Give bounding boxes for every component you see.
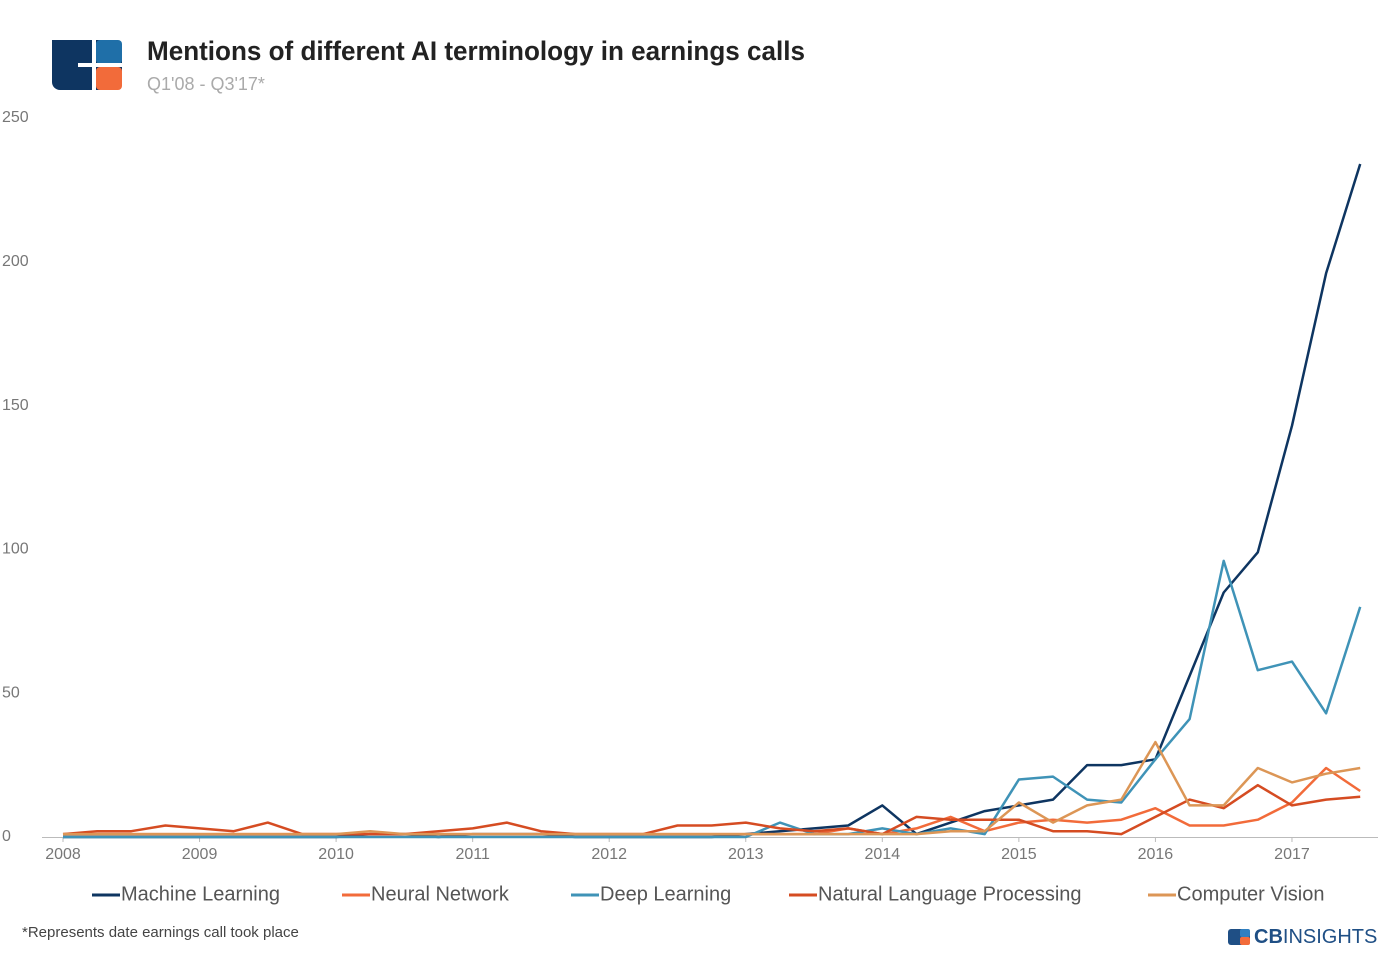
brand-bold: CB xyxy=(1254,926,1283,948)
logo xyxy=(52,40,122,90)
legend-label: Deep Learning xyxy=(600,883,731,905)
x-tick-label: 2009 xyxy=(182,846,218,863)
brand: CBINSIGHTS xyxy=(1254,926,1377,948)
series-line xyxy=(63,163,1362,839)
chart-subtitle: Q1'08 - Q3'17* xyxy=(147,74,265,94)
series-line xyxy=(63,559,1362,839)
footnote: *Represents date earnings call took plac… xyxy=(22,924,299,941)
y-tick-label: 100 xyxy=(2,541,29,558)
x-tick-label: 2015 xyxy=(1001,846,1037,863)
y-tick-label: 200 xyxy=(2,253,29,270)
y-tick-label: 50 xyxy=(2,684,20,701)
legend-label: Computer Vision xyxy=(1177,883,1324,905)
y-tick-label: 0 xyxy=(2,828,11,845)
x-tick-label: 2017 xyxy=(1274,846,1310,863)
y-tick-label: 150 xyxy=(2,397,29,414)
x-tick-label: 2008 xyxy=(45,846,81,863)
brand-rest: INSIGHTS xyxy=(1283,926,1377,948)
x-tick-label: 2010 xyxy=(318,846,354,863)
series-line xyxy=(63,740,1361,836)
brand-logo xyxy=(1228,929,1250,945)
chart-title: Mentions of different AI terminology in … xyxy=(147,36,805,66)
x-tick-label: 2014 xyxy=(865,846,901,863)
x-tick-label: 2011 xyxy=(455,846,490,863)
series-line xyxy=(62,783,1361,836)
legend-label: Neural Network xyxy=(371,883,510,905)
legend-label: Natural Language Processing xyxy=(818,883,1082,905)
y-tick-label: 250 xyxy=(2,109,29,126)
x-tick-label: 2016 xyxy=(1138,846,1174,863)
legend-label: Machine Learning xyxy=(121,883,280,905)
x-tick-label: 2012 xyxy=(591,846,627,863)
x-tick-label: 2013 xyxy=(728,846,764,863)
